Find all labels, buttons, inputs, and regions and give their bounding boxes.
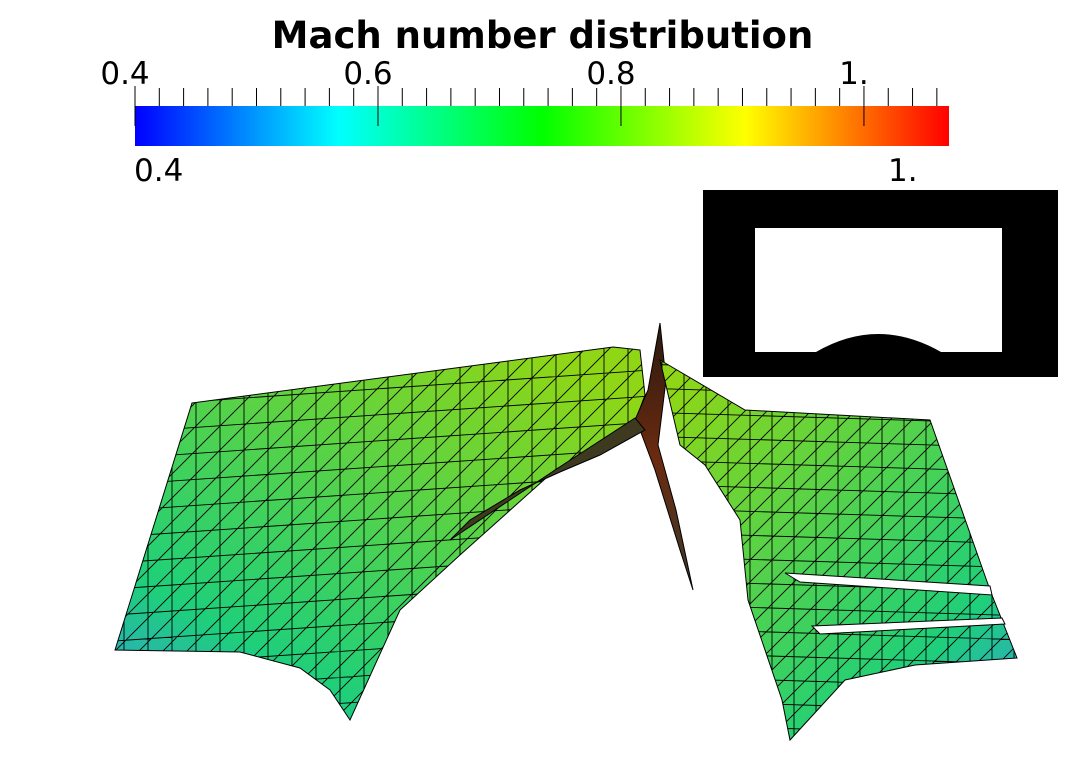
scale-tick-label: 0.6: [343, 56, 393, 92]
surface-shock-peak: [634, 322, 694, 591]
colormap-strip: [135, 106, 949, 146]
surface-left-wing: [114, 346, 646, 722]
color-scale-bar: [134, 86, 949, 146]
surface-gap-upper: [784, 572, 993, 596]
channel-bump: [816, 334, 941, 352]
scale-tick-label: 1.: [839, 56, 869, 92]
domain-geometry-inset: [703, 190, 1058, 377]
range-max-label: 1.: [888, 153, 918, 189]
range-min-label: 0.4: [134, 153, 184, 189]
surface-dark-fold: [449, 417, 646, 541]
channel-domain: [755, 228, 1002, 352]
scale-tick-label: 0.8: [586, 56, 636, 92]
scale-tick-label: 0.4: [100, 56, 150, 92]
surface-gap-lower: [810, 617, 1006, 635]
surface-right-wing: [659, 358, 1018, 742]
minor-ticks: [134, 86, 938, 126]
chart-title: Mach number distribution: [271, 14, 814, 57]
